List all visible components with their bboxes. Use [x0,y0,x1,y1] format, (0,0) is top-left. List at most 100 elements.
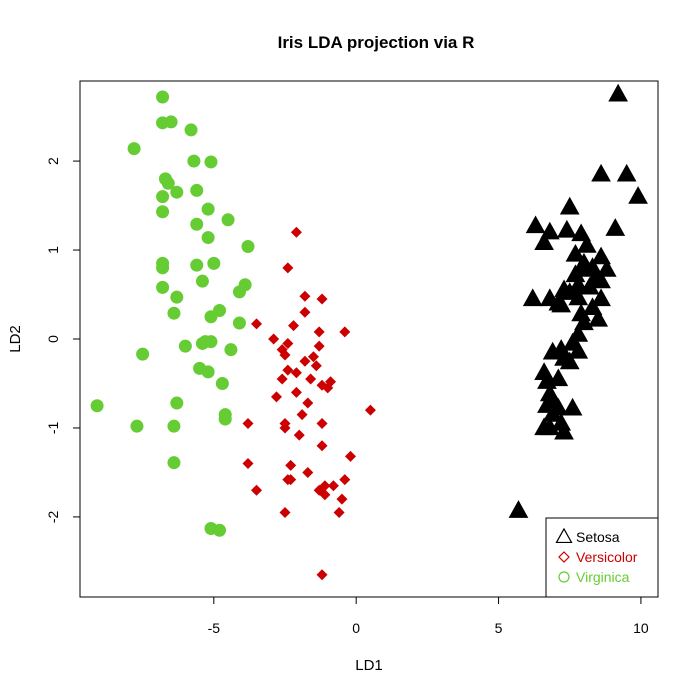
point-setosa [591,288,611,307]
series-versicolor [242,226,376,581]
point-setosa [542,404,563,422]
y-tick-label: 2 [45,157,61,165]
point-setosa [568,287,589,306]
point-virginica [232,316,246,330]
point-virginica [167,456,181,470]
point-versicolor [299,306,311,318]
point-virginica [156,205,170,219]
legend: Setosa Versicolor Virginica [545,517,659,598]
point-setosa [554,421,574,440]
point-setosa [591,270,611,289]
point-virginica [170,396,184,410]
point-versicolor [242,418,254,430]
point-virginica [190,183,204,197]
point-versicolor [339,326,351,338]
point-virginica [201,231,215,245]
point-virginica [170,290,184,304]
x-axis-label: LD1 [355,657,383,674]
point-versicolor [307,351,319,363]
point-versicolor [293,429,305,441]
point-setosa [565,264,586,283]
point-setosa [522,288,543,307]
point-virginica [187,154,201,168]
point-setosa [576,235,597,253]
point-versicolor [285,459,297,471]
point-setosa [591,163,611,182]
point-virginica [218,412,232,426]
point-setosa [559,196,580,215]
point-versicolor [268,333,280,345]
y-tick-label: 1 [45,246,61,254]
point-setosa [565,243,586,262]
point-setosa [537,371,557,389]
point-versicolor [299,290,311,302]
point-virginica [90,399,104,413]
series-virginica [90,90,255,537]
point-versicolor [296,409,308,421]
point-virginica [207,256,221,270]
point-versicolor [299,355,311,367]
point-versicolor [313,326,325,338]
point-versicolor [333,506,345,518]
point-virginica [201,202,215,216]
legend-symbol-versicolor [558,551,570,563]
point-versicolor [290,226,302,238]
point-virginica [161,176,175,190]
point-versicolor [282,262,294,274]
point-versicolor [288,320,300,332]
point-setosa [591,246,611,265]
point-versicolor [279,506,291,518]
point-virginica [184,123,198,137]
point-virginica [195,274,209,288]
point-versicolor [279,349,291,361]
point-virginica [204,310,218,324]
point-setosa [588,308,609,327]
x-tick-label: 0 [352,620,360,636]
point-virginica [130,419,144,433]
point-versicolor [282,337,294,349]
point-virginica [167,306,181,320]
point-setosa [534,417,554,436]
point-virginica [136,347,150,361]
legend-symbol-setosa [555,527,573,544]
point-setosa [508,500,529,518]
point-versicolor [302,397,314,409]
point-virginica [241,239,255,253]
y-tick-label: -1 [45,422,61,435]
point-setosa [568,275,589,293]
point-setosa [534,232,554,251]
chart-title: Iris LDA projection via R [278,33,475,52]
point-virginica [204,155,218,169]
legend-label-versicolor: Versicolor [576,549,638,565]
point-versicolor [279,422,291,434]
point-virginica [156,261,170,275]
point-virginica [164,115,178,129]
y-tick-label: -2 [45,510,61,523]
legend-label-virginica: Virginica [576,569,630,585]
point-virginica [232,285,246,299]
point-setosa [579,276,600,295]
point-virginica [127,142,141,156]
x-tick-label: 5 [495,620,503,636]
y-axis: -2 -1 0 1 2 [45,157,81,523]
point-setosa [608,83,628,102]
point-versicolor [316,293,328,305]
point-setosa [548,368,569,387]
point-versicolor [364,404,376,416]
legend-symbol-virginica [558,571,570,583]
point-setosa [559,351,580,370]
point-virginica [156,280,170,294]
point-setosa [628,186,648,204]
point-setosa [542,341,563,360]
point-versicolor [251,484,263,496]
point-versicolor [305,373,317,385]
point-virginica [213,523,227,537]
point-versicolor [251,318,263,330]
point-virginica [215,376,229,390]
series-setosa [508,83,648,518]
point-setosa [605,218,626,236]
point-versicolor [285,474,297,486]
point-versicolor [242,458,254,470]
point-versicolor [322,382,334,394]
